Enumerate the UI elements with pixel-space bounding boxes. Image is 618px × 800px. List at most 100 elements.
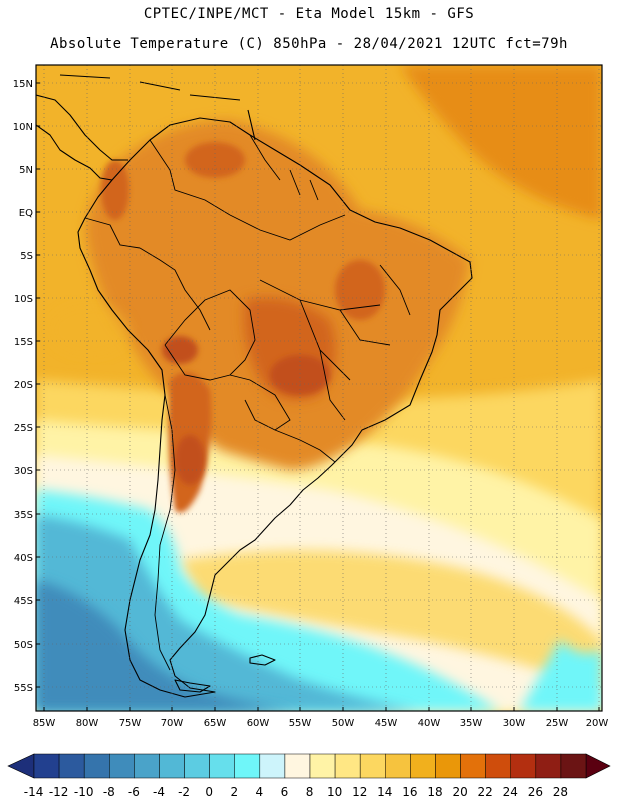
colorbar-swatch — [460, 753, 486, 779]
lat-label: 45S — [14, 596, 33, 607]
coldest-region — [36, 580, 300, 711]
border-colombia-venezuela — [149, 139, 231, 216]
longitude-labels: 85W 80W 75W 70W 65W 60W 55W 50W 45W 40W … — [33, 718, 609, 729]
colorbar: -14 -12 -10 -8 -6 -4 -2 0 2 4 6 8 10 12 14 16 18 20 22 24 26… — [7, 753, 611, 799]
midlat-warm-tongue — [180, 550, 602, 690]
lon-label: 70W — [161, 718, 184, 729]
hot-core-mato-grosso — [270, 355, 330, 395]
pacific-warm-patch — [50, 305, 130, 355]
colorbar-swatch — [435, 753, 461, 779]
caribbean-islands — [59, 74, 256, 141]
map-title: CPTEC/INPE/MCT - Eta Model 15km - GFS — [143, 6, 475, 22]
lat-label: 10N — [13, 122, 33, 133]
hot-core-bolivia — [162, 336, 198, 364]
lon-label: 35W — [460, 718, 483, 729]
colorbar-swatch — [259, 753, 286, 779]
lon-label: 55W — [289, 718, 312, 729]
colorbar-label: 22 — [478, 785, 493, 799]
hot-core-colombia — [101, 160, 129, 220]
lat-label: 50S — [14, 640, 33, 651]
colorbar-label: 6 — [281, 785, 289, 799]
lat-label: 5N — [19, 165, 33, 176]
lat-label: 25S — [14, 423, 33, 434]
lat-label: 40S — [14, 553, 33, 564]
tierra-del-fuego — [174, 679, 211, 693]
colorbar-swatch — [209, 753, 235, 779]
border-paraguay — [229, 374, 291, 431]
lat-label: 15S — [14, 337, 33, 348]
colorbar-swatch — [535, 753, 562, 779]
lat-label: 35S — [14, 510, 33, 521]
colorbar-swatch — [159, 753, 185, 779]
hot-core-argentina — [175, 435, 205, 485]
colorbar-label: -6 — [128, 785, 140, 799]
colorbar-label: -4 — [153, 785, 165, 799]
border-brazil-states — [229, 214, 411, 421]
colorbar-label: 28 — [553, 785, 568, 799]
lon-label: 80W — [76, 718, 99, 729]
colorbar-swatch — [334, 753, 361, 779]
colorbar-boxes — [33, 753, 587, 779]
colorbar-label: 2 — [230, 785, 238, 799]
colorbar-label: -10 — [74, 785, 94, 799]
colorbar-label: 8 — [306, 785, 314, 799]
colorbar-swatch — [109, 753, 135, 779]
colorbar-under-arrow — [7, 753, 35, 779]
colorbar-swatch — [309, 753, 336, 779]
border-peru-brazil — [139, 247, 211, 331]
colorbar-swatch — [385, 753, 411, 779]
border-chile-argentina — [154, 394, 176, 671]
lon-label: 25W — [546, 718, 569, 729]
colorbar-label: 14 — [377, 785, 392, 799]
lon-label: 20W — [586, 718, 609, 729]
colorbar-swatch — [58, 753, 85, 779]
colorbar-label: 12 — [352, 785, 367, 799]
lat-label: 15N — [13, 79, 33, 90]
country-borders — [84, 134, 411, 671]
map-frame — [35, 64, 603, 712]
colorbar-swatch — [83, 753, 110, 779]
colorbar-label: 0 — [205, 785, 213, 799]
colorbar-label: 4 — [256, 785, 264, 799]
cold-southeast — [520, 640, 602, 711]
border-ecuador-peru — [84, 217, 141, 249]
axis-ticks — [36, 82, 600, 711]
lon-label: 65W — [204, 718, 227, 729]
colorbar-swatch — [134, 753, 160, 779]
falkland-islands — [249, 654, 276, 666]
border-guianas — [249, 134, 319, 201]
colorbar-label: -2 — [178, 785, 190, 799]
colorbar-label: 18 — [427, 785, 442, 799]
colorbar-swatch — [560, 753, 587, 779]
lon-label: 75W — [119, 718, 142, 729]
colorbar-label: 10 — [327, 785, 342, 799]
south-america-coastline — [77, 117, 473, 698]
lat-label: 10S — [14, 294, 33, 305]
colorbar-swatch — [33, 753, 60, 779]
colorbar-over-arrow — [585, 753, 611, 779]
colorbar-label: 16 — [402, 785, 417, 799]
colorbar-swatch — [234, 753, 261, 779]
colorbar-label: 20 — [452, 785, 467, 799]
lon-label: 50W — [332, 718, 355, 729]
colorbar-label: -14 — [24, 785, 44, 799]
central-america-coastline — [36, 94, 128, 181]
lon-label: 40W — [418, 718, 441, 729]
lat-label: 20S — [14, 380, 33, 391]
hot-core-northeast — [335, 260, 385, 320]
warm-east-atlantic — [400, 65, 602, 220]
colorbar-label: 24 — [503, 785, 518, 799]
lat-label: 5S — [20, 251, 33, 262]
colorbar-swatch — [410, 753, 436, 779]
coastlines — [36, 74, 473, 698]
lon-label: 30W — [503, 718, 526, 729]
colorbar-labels: -14 -12 -10 -8 -6 -4 -2 0 2 4 6 8 10 12 14 16 18 20 22 24 26… — [24, 785, 568, 799]
lon-label: 60W — [247, 718, 270, 729]
colorbar-swatch — [284, 753, 311, 779]
colorbar-label: -8 — [103, 785, 115, 799]
lon-label: 45W — [375, 718, 398, 729]
colorbar-swatch — [510, 753, 537, 779]
border-argentina-brazil — [274, 429, 336, 463]
colorbar-swatch — [485, 753, 511, 779]
